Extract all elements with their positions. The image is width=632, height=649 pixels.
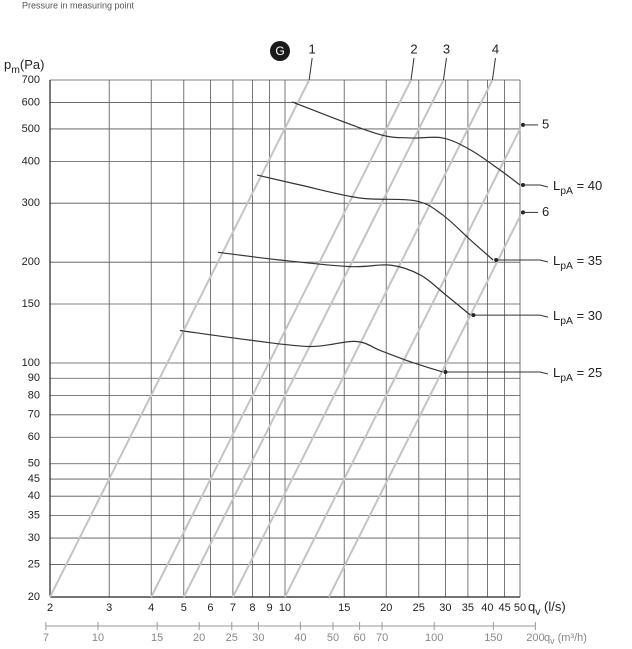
x2-tick-label: 50 [327,632,339,644]
x-tick-label: 6 [207,602,213,614]
x2-tick-label: 20 [193,632,205,644]
y-tick-label: 20 [28,591,40,603]
y-tick-label: 35 [28,510,40,522]
x-tick-label: 2 [47,602,53,614]
x2-tick-label: 10 [92,632,104,644]
x2-tick-label: 40 [294,632,306,644]
y-tick-label: 700 [22,74,40,86]
system-label: 1 [309,41,316,56]
y-tick-label: 100 [22,357,40,369]
x2-axis-label: qv (m³/h) [544,632,587,646]
x-tick-label: 30 [439,602,451,614]
y-tick-label: 600 [22,96,40,108]
x2-tick-label: 30 [252,632,264,644]
y-tick-label: 200 [22,256,40,268]
x2-tick-label: 150 [484,632,502,644]
x-tick-label: 8 [249,602,255,614]
x2-tick-label: 15 [151,632,163,644]
system-line [182,79,445,598]
x2-tick-label: 70 [376,632,388,644]
badge: G [275,44,284,58]
y-tick-label: 300 [22,197,40,209]
system-line [284,128,521,598]
x2-tick-label: 60 [353,632,365,644]
x-tick-label: 40 [481,602,493,614]
curve [256,174,494,261]
system-label: 5 [542,116,549,131]
y-tick-label: 400 [22,155,40,167]
system-leader [410,57,415,81]
x2-tick-label: 200 [526,632,544,644]
y-tick-label: 80 [28,389,40,401]
x-tick-label: 45 [498,602,510,614]
y-tick-label: 30 [28,532,40,544]
system-label: 2 [410,41,417,56]
chart-title: Pressure in measuring point [22,0,135,10]
x-axis-label: qv (l/s) [528,599,566,617]
system-line [232,79,494,598]
y-tick-label: 45 [28,473,40,485]
x-tick-label: 3 [106,602,112,614]
y-tick-label: 500 [22,123,40,135]
system-line [327,215,521,598]
x-tick-label: 10 [279,602,291,614]
y-tick-label: 150 [22,298,40,310]
curve-leader [496,259,549,263]
x2-tick-label: 100 [425,632,443,644]
y-tick-label: 90 [28,372,40,384]
system-label: 6 [542,204,549,219]
x-tick-label: 20 [380,602,392,614]
system-leader [442,57,447,81]
legend-label: LpA = 35 [553,253,602,271]
x-tick-label: 5 [181,602,187,614]
legend-label: LpA = 40 [553,178,602,196]
y-tick-label: 25 [28,558,40,570]
system-line [150,79,412,598]
y-tick-label: 60 [28,431,40,443]
system-line [49,79,311,598]
x-tick-label: 25 [413,602,425,614]
system-label: 3 [443,41,450,56]
x-tick-label: 15 [338,602,350,614]
y-tick-label: 70 [28,409,40,421]
system-leader [491,57,496,81]
legend-label: LpA = 25 [553,365,602,383]
curve-leader [445,371,549,375]
curve-leader [473,314,549,318]
y-tick-label: 40 [28,490,40,502]
x-tick-label: 9 [267,602,273,614]
curve [217,251,471,316]
curve [179,329,443,373]
system-label: 4 [492,41,499,56]
y-axis-label: pm(Pa) [4,57,44,75]
x-tick-label: 35 [462,602,474,614]
system-leader [308,57,313,81]
y-tick-label: 50 [28,458,40,470]
badge-circle [270,41,290,61]
x-tick-label: 50 [514,602,526,614]
curve-leader [523,184,549,188]
x2-tick-label: 7 [43,632,49,644]
x-tick-label: 4 [148,602,154,614]
curve [291,101,521,186]
legend-label: LpA = 30 [553,309,602,327]
x-tick-label: 7 [230,602,236,614]
x2-tick-label: 25 [226,632,238,644]
